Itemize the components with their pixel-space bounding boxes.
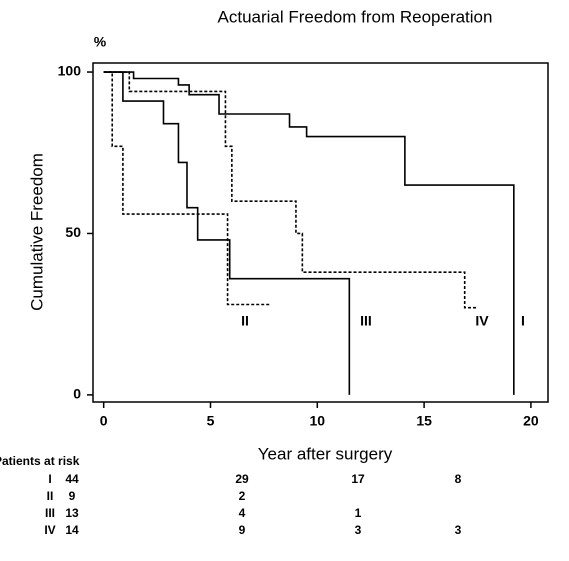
risk-row-label: I: [48, 472, 51, 486]
x-axis-label: Year after surgery: [258, 444, 393, 463]
x-tick-label: 0: [100, 413, 108, 429]
risk-count: 8: [455, 472, 462, 486]
survival-curve: [103, 71, 271, 306]
risk-row-label: III: [45, 506, 55, 520]
y-axis-label: Cumulative Freedom: [27, 153, 46, 311]
curve-label: II: [241, 313, 249, 329]
risk-count: 9: [239, 523, 246, 537]
x-tick-label: 10: [310, 413, 326, 429]
risk-table-title: Patients at risk: [0, 454, 80, 468]
risk-row-label: IV: [44, 523, 55, 537]
chart-title: Actuarial Freedom from Reoperation: [218, 7, 493, 26]
risk-count: 17: [351, 472, 365, 486]
y-tick-label: 0: [73, 386, 81, 402]
curve-label: III: [360, 313, 372, 329]
risk-count: 29: [235, 472, 249, 486]
risk-count: 44: [65, 472, 79, 486]
risk-count: 13: [65, 506, 79, 520]
risk-count: 2: [239, 489, 246, 503]
y-tick-label: 100: [58, 63, 82, 79]
risk-count: 14: [65, 523, 79, 537]
x-tick-label: 20: [523, 413, 539, 429]
curve-label: IV: [475, 313, 489, 329]
risk-count: 9: [69, 489, 76, 503]
risk-row-label: II: [47, 489, 54, 503]
curve-label: I: [521, 313, 525, 329]
y-tick-label: 50: [65, 224, 81, 240]
risk-count: 3: [455, 523, 462, 537]
x-tick-label: 5: [207, 413, 215, 429]
survival-curve: [103, 71, 478, 309]
survival-curve: [103, 71, 515, 395]
y-unit: %: [94, 34, 107, 50]
plot-frame: [92, 62, 549, 403]
risk-count: 4: [239, 506, 246, 520]
risk-count: 1: [355, 506, 362, 520]
survival-curve: [103, 71, 351, 395]
x-tick-label: 15: [416, 413, 432, 429]
risk-count: 3: [355, 523, 362, 537]
